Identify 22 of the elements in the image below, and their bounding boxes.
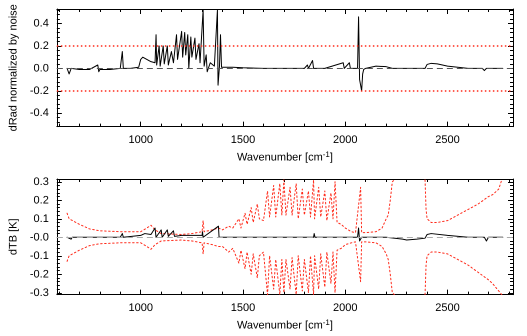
y-tick-label: 0.0 [34,62,49,74]
y-tick-label: 0.2 [34,40,49,52]
y-tick-label: 0.4 [34,18,49,30]
y-tick-label: 0.3 [34,176,49,188]
x-tick-label: 2500 [435,134,460,146]
x-tick-label: 1000 [128,302,153,314]
y-tick-label: -0.4 [30,107,49,120]
y-tick-label: -0.1 [30,250,49,262]
y-tick-label: -0.0 [30,231,49,244]
y-axis-title: dTB [K] [8,218,20,256]
x-tick-label: 1500 [230,302,256,314]
y-tick-label: 0.1 [34,212,49,225]
y-axis-title: dRad normalized by noise [8,4,20,132]
y-tick-label: -0.2 [30,268,49,280]
x-tick-label: 2000 [333,302,358,314]
y-tick-label: 0.2 [34,194,49,206]
x-tick-label: 1500 [230,134,256,146]
x-tick-label: 2000 [333,134,358,146]
y-tick-label: -0.3 [30,286,49,299]
x-tick-label: 2500 [435,302,460,314]
x-tick-label: 1000 [128,134,153,146]
y-tick-label: -0.2 [30,84,49,97]
